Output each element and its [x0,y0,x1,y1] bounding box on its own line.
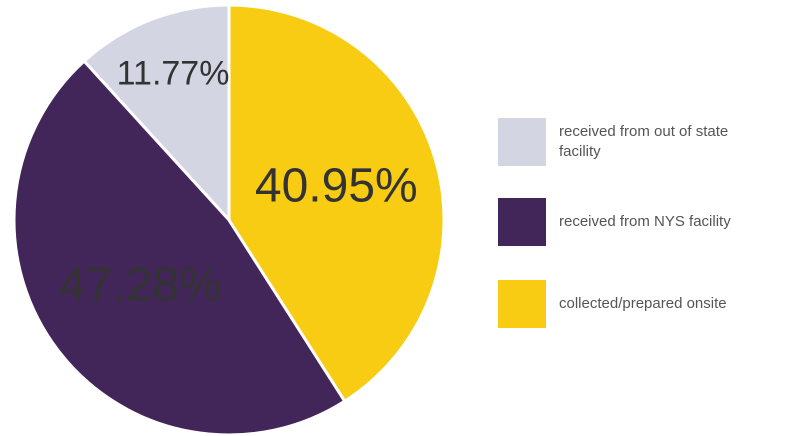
legend-swatch [498,280,546,328]
slice-label: 11.77% [117,55,230,93]
pie-slice [12,59,347,436]
pie-slice [81,3,231,224]
legend-item: collected/prepared onsite [498,280,769,328]
slice-label: 40.95% [255,159,418,212]
pie-slice [227,3,446,404]
legend-item: received from NYS facility [498,198,769,246]
legend-item: received from out of state facility [498,118,769,166]
legend-label: collected/prepared onsite [559,295,727,312]
legend-label: received from NYS facility [559,213,731,230]
slice-label: 47.28% [59,259,222,312]
legend-swatch [498,118,546,166]
legend-swatch [498,198,546,246]
legend-label: received from out of state facility [559,123,729,160]
pie-chart: 11.77% 47.28% 40.95% [12,3,446,436]
